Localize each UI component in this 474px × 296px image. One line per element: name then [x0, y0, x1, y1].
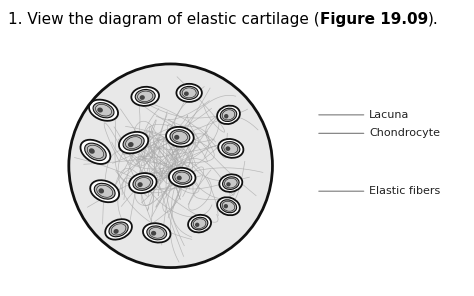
Ellipse shape — [123, 135, 144, 150]
Ellipse shape — [96, 104, 111, 116]
Ellipse shape — [184, 91, 189, 96]
Text: Elastic fibers: Elastic fibers — [319, 186, 440, 196]
Ellipse shape — [173, 170, 192, 184]
Ellipse shape — [135, 178, 150, 189]
Ellipse shape — [224, 204, 228, 208]
Ellipse shape — [129, 173, 156, 193]
Text: 1. View the diagram of elastic cartilage (: 1. View the diagram of elastic cartilage… — [8, 12, 319, 27]
Ellipse shape — [176, 84, 202, 102]
Text: ).: ). — [428, 12, 438, 27]
Ellipse shape — [93, 103, 114, 118]
Ellipse shape — [225, 178, 237, 188]
Ellipse shape — [111, 224, 126, 235]
Ellipse shape — [85, 143, 106, 161]
Ellipse shape — [128, 142, 134, 147]
Ellipse shape — [175, 172, 190, 183]
Ellipse shape — [113, 229, 118, 234]
Ellipse shape — [224, 114, 228, 118]
Text: Lacuna: Lacuna — [319, 110, 410, 120]
Ellipse shape — [94, 183, 115, 199]
Ellipse shape — [226, 182, 231, 186]
Ellipse shape — [109, 222, 128, 237]
Ellipse shape — [166, 127, 194, 147]
Ellipse shape — [90, 180, 119, 202]
Ellipse shape — [218, 139, 244, 158]
Ellipse shape — [172, 131, 188, 142]
Ellipse shape — [97, 107, 103, 112]
Ellipse shape — [222, 110, 235, 120]
Ellipse shape — [126, 137, 142, 149]
Ellipse shape — [224, 143, 238, 154]
Text: Figure 19.09: Figure 19.09 — [319, 12, 428, 27]
Ellipse shape — [174, 135, 179, 140]
Ellipse shape — [97, 185, 113, 197]
Text: Chondrocyte: Chondrocyte — [319, 128, 440, 138]
Ellipse shape — [133, 176, 153, 190]
Ellipse shape — [81, 140, 110, 164]
Ellipse shape — [217, 197, 240, 215]
Ellipse shape — [147, 226, 167, 240]
Ellipse shape — [149, 228, 164, 238]
Ellipse shape — [222, 177, 239, 189]
Ellipse shape — [89, 148, 95, 154]
Ellipse shape — [219, 174, 242, 192]
Ellipse shape — [137, 182, 143, 187]
Ellipse shape — [180, 86, 198, 99]
Ellipse shape — [119, 132, 148, 153]
Ellipse shape — [99, 188, 104, 194]
Ellipse shape — [222, 141, 240, 155]
Ellipse shape — [87, 145, 104, 159]
Ellipse shape — [135, 89, 155, 103]
Ellipse shape — [188, 215, 211, 232]
Circle shape — [69, 64, 273, 268]
Ellipse shape — [177, 176, 182, 180]
Ellipse shape — [170, 130, 190, 144]
Ellipse shape — [137, 91, 153, 102]
Ellipse shape — [195, 223, 200, 227]
Ellipse shape — [222, 201, 235, 211]
Ellipse shape — [151, 231, 156, 236]
Ellipse shape — [182, 88, 196, 98]
Ellipse shape — [193, 219, 206, 229]
Ellipse shape — [139, 95, 145, 100]
Ellipse shape — [143, 223, 171, 242]
Ellipse shape — [89, 100, 118, 121]
Ellipse shape — [191, 217, 208, 230]
Ellipse shape — [220, 200, 237, 213]
Ellipse shape — [169, 168, 195, 187]
Ellipse shape — [220, 108, 237, 121]
Ellipse shape — [226, 146, 230, 151]
Ellipse shape — [105, 219, 132, 240]
Ellipse shape — [217, 106, 240, 124]
Ellipse shape — [131, 87, 159, 106]
